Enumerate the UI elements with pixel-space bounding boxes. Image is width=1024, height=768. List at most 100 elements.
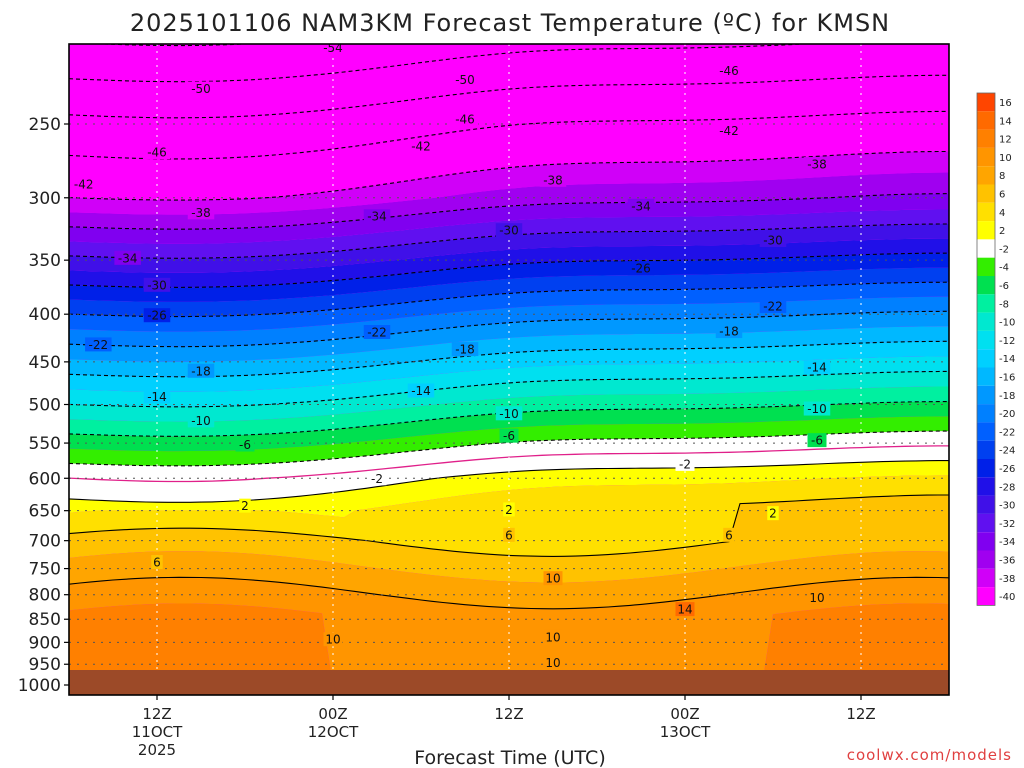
contour-label: -18 bbox=[719, 325, 739, 339]
contour-label: -42 bbox=[411, 140, 431, 154]
contour-label-bg bbox=[143, 145, 171, 160]
y-tick-label: 1000 bbox=[18, 676, 61, 696]
colorbar-label: -28 bbox=[999, 482, 1015, 493]
contour-label: 2 bbox=[505, 503, 513, 517]
colorbar-swatch bbox=[977, 129, 995, 148]
temp-band bbox=[69, 282, 949, 332]
contour-label-bg bbox=[451, 112, 479, 127]
colorbar-label: -20 bbox=[999, 409, 1015, 420]
colorbar: 16 14 12 10 8 6 4 2 -2 -4 -6 -8 -10 -12 -14 -16 -18 -20 -2… bbox=[976, 92, 1015, 606]
contour-label-bg bbox=[235, 437, 255, 452]
contour-label-bg bbox=[543, 629, 563, 644]
temp-band bbox=[69, 326, 949, 377]
colorbar-label: 10 bbox=[999, 153, 1012, 164]
contour-label: 10 bbox=[809, 591, 824, 605]
colorbar-label: 2 bbox=[999, 226, 1005, 237]
contour-label-bg bbox=[803, 401, 831, 416]
temp-band bbox=[69, 495, 949, 583]
colorbar-label: -14 bbox=[999, 354, 1015, 365]
contour-label: -46 bbox=[147, 146, 167, 160]
contour-label-bg bbox=[187, 413, 215, 428]
contour-label: -6 bbox=[239, 438, 251, 452]
contour-label: 2 bbox=[241, 499, 249, 513]
contour-label-bg bbox=[715, 123, 743, 138]
x-tick-label: 12Z bbox=[142, 705, 171, 723]
colorbar-label: -2 bbox=[999, 244, 1009, 255]
contour-label: -18 bbox=[191, 364, 211, 378]
isotherm-line bbox=[69, 150, 949, 201]
temp-band bbox=[69, 577, 949, 685]
colorbar-label: 6 bbox=[999, 190, 1005, 201]
y-tick-label: 450 bbox=[29, 353, 61, 373]
contour-label: 6 bbox=[153, 556, 161, 570]
colorbar-label: 14 bbox=[999, 116, 1012, 127]
isotherm-line bbox=[69, 110, 949, 160]
contour-label-bg bbox=[715, 63, 743, 78]
isotherm-line bbox=[69, 74, 949, 119]
x-axis-label: Forecast Time (UTC) bbox=[414, 747, 605, 768]
contour-label: 6 bbox=[505, 528, 513, 542]
contour-label-bg bbox=[363, 209, 391, 224]
contour-label: 10 bbox=[325, 633, 340, 647]
contour-label: -34 bbox=[118, 251, 138, 265]
colorbar-swatch bbox=[977, 257, 995, 276]
contour-label-bg bbox=[495, 406, 523, 421]
temp-band bbox=[69, 551, 949, 609]
contour-label-bg bbox=[367, 471, 387, 486]
contour-label-bg bbox=[807, 433, 827, 448]
contour-label-bg bbox=[143, 389, 171, 404]
contour-label: -14 bbox=[807, 361, 827, 375]
contour-label-bg bbox=[803, 360, 831, 375]
contour-label-bg bbox=[675, 602, 695, 617]
isotherm-line bbox=[69, 576, 949, 610]
contour-label: -22 bbox=[89, 338, 109, 352]
contour-label-bg bbox=[759, 299, 787, 314]
contour-label: -34 bbox=[367, 210, 387, 224]
y-tick-label: 400 bbox=[29, 305, 61, 325]
contour-label-bg bbox=[407, 139, 435, 154]
contour-label-bg bbox=[323, 632, 343, 647]
contour-label-bg bbox=[675, 456, 695, 471]
contour-label-bg bbox=[187, 363, 215, 378]
colorbar-swatch bbox=[977, 422, 995, 441]
contour-label: -14 bbox=[411, 384, 431, 398]
contour-label: -18 bbox=[455, 343, 475, 357]
contour-label-bg bbox=[363, 325, 391, 340]
colorbar-swatch bbox=[977, 202, 995, 222]
colorbar-label: -18 bbox=[999, 391, 1015, 402]
colorbar-label: -16 bbox=[999, 373, 1015, 384]
colorbar-label: -12 bbox=[999, 336, 1015, 347]
contour-label: -14 bbox=[147, 390, 167, 404]
contour-label-bg bbox=[503, 527, 515, 542]
contour-label: -26 bbox=[147, 309, 167, 323]
colorbar-label: -22 bbox=[999, 427, 1015, 438]
temp-band bbox=[69, 603, 949, 685]
colorbar-label: 16 bbox=[999, 98, 1012, 109]
colorbar-label: -36 bbox=[999, 556, 1015, 567]
colorbar-label: -38 bbox=[999, 574, 1015, 585]
colorbar-swatch bbox=[977, 404, 995, 423]
contour-label: -26 bbox=[631, 262, 651, 276]
contour-label-bg bbox=[499, 428, 519, 443]
colorbar-swatch bbox=[977, 587, 995, 606]
y-tick-label: 550 bbox=[29, 434, 61, 454]
contour-label: -2 bbox=[371, 472, 383, 486]
contour-label-bg bbox=[187, 81, 215, 96]
plot-area: -54-50-50-46-46-46-42-42-42-38-38-38-34-… bbox=[69, 44, 949, 695]
y-tick-label: 800 bbox=[29, 586, 61, 606]
colorbar-swatch bbox=[977, 93, 995, 112]
contour-label: -50 bbox=[191, 82, 211, 96]
temp-band bbox=[69, 193, 949, 244]
isotherm-line bbox=[69, 310, 949, 348]
y-tick-label: 750 bbox=[29, 560, 61, 580]
colorbar-label: -30 bbox=[999, 501, 1015, 512]
colorbar-swatch bbox=[977, 239, 995, 258]
colorbar-swatch bbox=[977, 513, 995, 533]
colorbar-swatch bbox=[977, 568, 995, 588]
colorbar-label: -24 bbox=[999, 446, 1015, 457]
contour-label-bg bbox=[759, 233, 787, 248]
y-tick-label: 950 bbox=[29, 655, 61, 675]
colorbar-swatch bbox=[977, 495, 995, 514]
contour-label: 2 bbox=[769, 507, 777, 521]
y-tick-label: 650 bbox=[29, 502, 61, 522]
